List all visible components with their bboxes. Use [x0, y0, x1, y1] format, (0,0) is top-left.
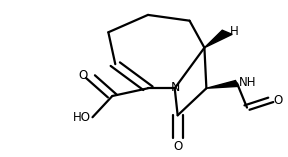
- Polygon shape: [204, 30, 232, 48]
- Text: H: H: [230, 25, 239, 38]
- Text: O: O: [78, 69, 88, 82]
- Text: O: O: [173, 140, 182, 153]
- Polygon shape: [206, 81, 239, 88]
- Text: HO: HO: [73, 111, 91, 124]
- Text: NH: NH: [238, 76, 256, 89]
- Text: N: N: [170, 81, 180, 94]
- Text: O: O: [273, 94, 282, 107]
